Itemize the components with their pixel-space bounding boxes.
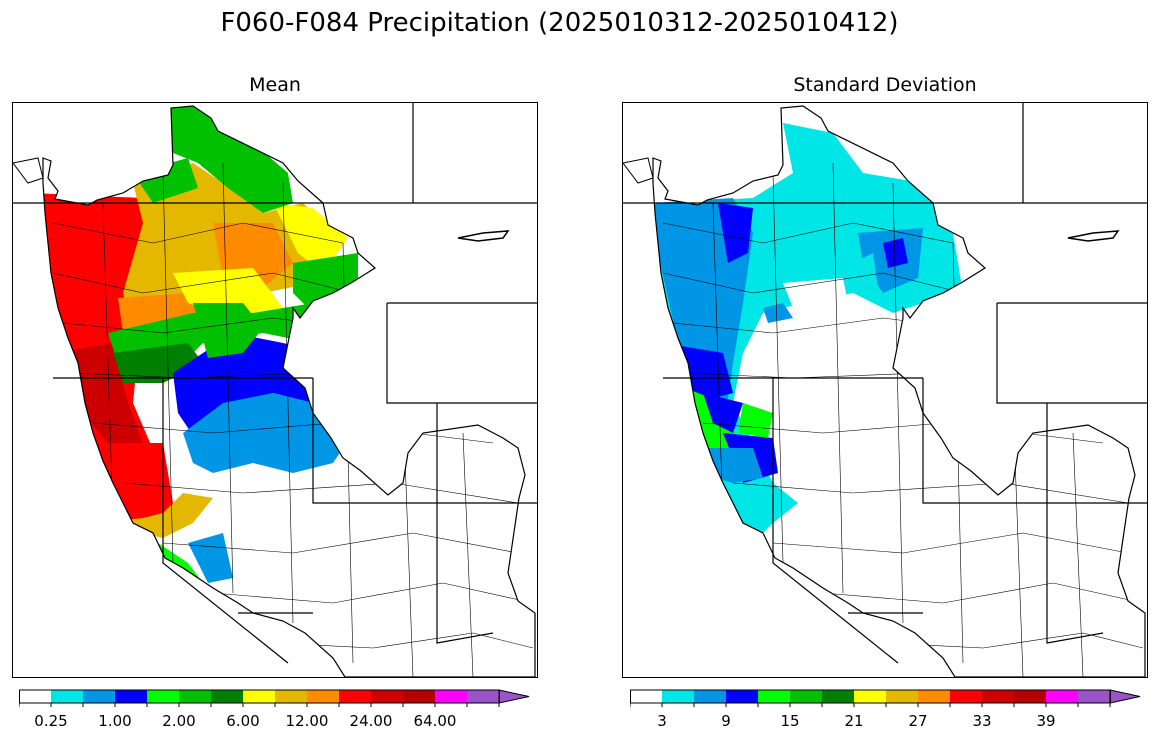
std-panel-title: Standard Deviation <box>793 74 977 96</box>
std-colorbar-segment <box>1046 690 1078 703</box>
std-colorbar-segment <box>694 690 726 703</box>
std-colorbar-segment <box>854 690 886 703</box>
std-tick-label: 21 <box>844 712 864 730</box>
std-colorbar-segment <box>630 690 662 703</box>
std-tick-label: 3 <box>657 712 667 730</box>
mean-colorbar-segment <box>83 690 115 703</box>
std-tick-label: 33 <box>972 712 992 730</box>
mean-colorbar-segment <box>211 690 243 703</box>
mean-colorbar-extend-arrow <box>498 689 530 704</box>
mean-colorbar-segment <box>179 690 211 703</box>
std-tick-label: 15 <box>780 712 800 730</box>
std-colorbar-segment <box>662 690 694 703</box>
mean-colorbar-segment <box>275 690 307 703</box>
std-colorbar-segment <box>1014 690 1046 703</box>
std-map-canvas <box>623 103 1147 677</box>
mean-colorbar-segment <box>339 690 371 703</box>
mean-tick-label: 2.00 <box>162 712 196 730</box>
mean-tick-label: 1.00 <box>98 712 132 730</box>
std-colorbar-segment <box>886 690 918 703</box>
mean-colorbar-segment <box>115 690 147 703</box>
std-colorbar-segment <box>758 690 790 703</box>
mean-tick-label: 24.00 <box>349 712 393 730</box>
mean-colorbar-segment <box>307 690 339 703</box>
mean-colorbar-outline <box>19 689 500 704</box>
mean-colorbar-segment <box>435 690 467 703</box>
std-colorbar-segment <box>1078 690 1110 703</box>
mean-colorbar-segment <box>19 690 51 703</box>
mean-colorbar-segment <box>51 690 83 703</box>
std-colorbar-segment <box>790 690 822 703</box>
mean-colorbar-segment <box>467 690 499 703</box>
std-colorbar-segment <box>918 690 950 703</box>
figure-title: F060-F084 Precipitation (2025010312-2025… <box>220 8 899 38</box>
mean-panel-title: Mean <box>249 74 301 96</box>
mean-map-canvas <box>13 103 537 677</box>
std-tick-label: 27 <box>908 712 928 730</box>
std-colorbar-segment <box>822 690 854 703</box>
std-colorbar-segment <box>982 690 1014 703</box>
mean-tick-label: 6.00 <box>226 712 260 730</box>
mean-colorbar-segment <box>147 690 179 703</box>
std-colorbar-outline <box>630 689 1111 704</box>
std-colorbar-extend-arrow <box>1109 689 1141 704</box>
mean-colorbar-segment <box>371 690 403 703</box>
mean-tick-label: 12.00 <box>285 712 329 730</box>
mean-colorbar <box>19 689 530 707</box>
mean-map <box>12 102 538 678</box>
std-map <box>622 102 1148 678</box>
std-tick-label: 9 <box>721 712 731 730</box>
mean-tick-label: 0.25 <box>34 712 68 730</box>
std-tick-label: 39 <box>1036 712 1056 730</box>
std-colorbar <box>630 689 1141 707</box>
mean-tick-label: 64.00 <box>413 712 457 730</box>
std-colorbar-segment <box>726 690 758 703</box>
mean-colorbar-segment <box>243 690 275 703</box>
std-colorbar-segment <box>950 690 982 703</box>
mean-colorbar-segment <box>403 690 435 703</box>
